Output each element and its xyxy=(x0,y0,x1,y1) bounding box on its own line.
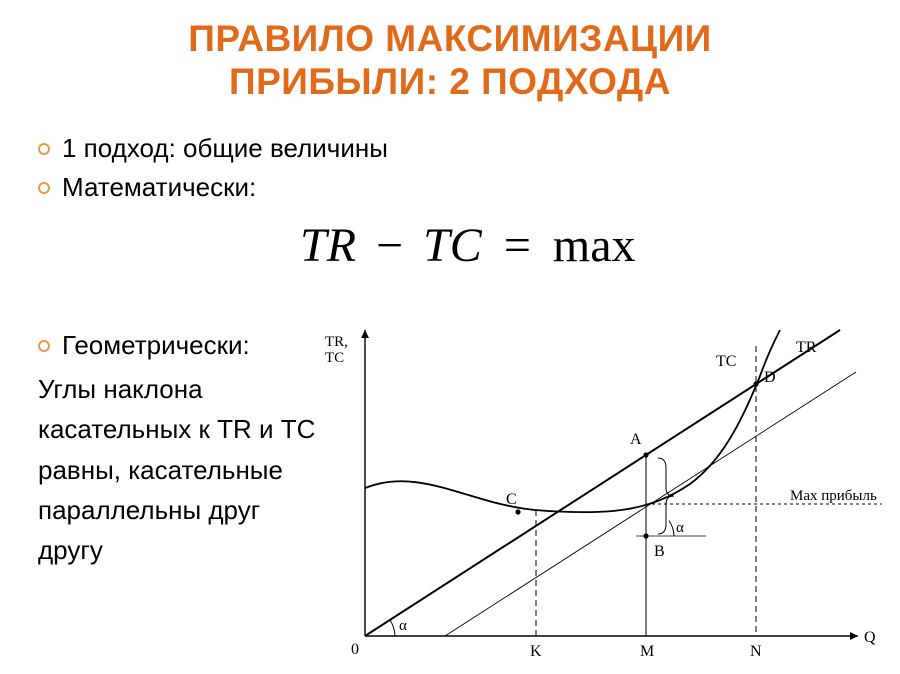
svg-text:TR: TR xyxy=(796,339,817,356)
svg-text:Max прибыль: Max прибыль xyxy=(790,488,877,504)
bullet-row-1: 1 подход: общие величины xyxy=(38,133,900,164)
svg-text:Q: Q xyxy=(864,629,876,646)
formula-var-tc: TC xyxy=(423,219,482,272)
formula-minus: − xyxy=(368,219,411,272)
formula-var-tr: TR xyxy=(300,219,356,272)
svg-text:A: A xyxy=(630,431,642,448)
lower-block: Геометрически: Углы наклона касательных … xyxy=(38,330,328,570)
bullet-text-2: Математически: xyxy=(62,172,256,203)
bullet-text-1: 1 подход: общие величины xyxy=(62,133,388,164)
bullet-icon xyxy=(38,182,50,194)
svg-text:TC: TC xyxy=(325,350,344,366)
svg-text:α: α xyxy=(399,618,407,634)
svg-text:N: N xyxy=(750,643,762,660)
bullet-text-3: Геометрически: xyxy=(62,330,250,361)
title-line-2: ПРИБЫЛИ: 2 ПОДХОДА xyxy=(30,61,870,104)
svg-text:M: M xyxy=(640,643,654,660)
formula-max: max xyxy=(553,219,636,272)
slide-title: ПРАВИЛО МАКСИМИЗАЦИИ ПРИБЫЛИ: 2 ПОДХОДА xyxy=(0,0,900,113)
paragraph: Углы наклона касательных к TR и TC равны… xyxy=(38,369,328,570)
bullet-row-2: Математически: xyxy=(38,172,900,203)
bullet-icon xyxy=(38,340,50,352)
svg-text:D: D xyxy=(764,369,776,386)
svg-text:α: α xyxy=(676,520,684,536)
svg-text:C: C xyxy=(506,491,517,508)
bullet-icon xyxy=(38,143,50,155)
title-line-1: ПРАВИЛО МАКСИМИЗАЦИИ xyxy=(30,18,870,61)
svg-text:K: K xyxy=(530,643,542,660)
svg-text:0: 0 xyxy=(351,641,359,658)
formula: TR − TC = max xyxy=(300,218,636,273)
formula-eq: = xyxy=(494,219,541,272)
svg-text:TC: TC xyxy=(716,353,736,370)
svg-text:TR,: TR, xyxy=(325,334,348,350)
chart-svg: TR,TCQ0TRTCKMNMax прибыльABCDαα xyxy=(310,316,888,664)
chart: TR,TCQ0TRTCKMNMax прибыльABCDαα xyxy=(310,316,888,664)
svg-text:B: B xyxy=(654,543,665,560)
bullet-row-3: Геометрически: xyxy=(38,330,328,361)
content-area: 1 подход: общие величины Математически: xyxy=(0,113,900,203)
